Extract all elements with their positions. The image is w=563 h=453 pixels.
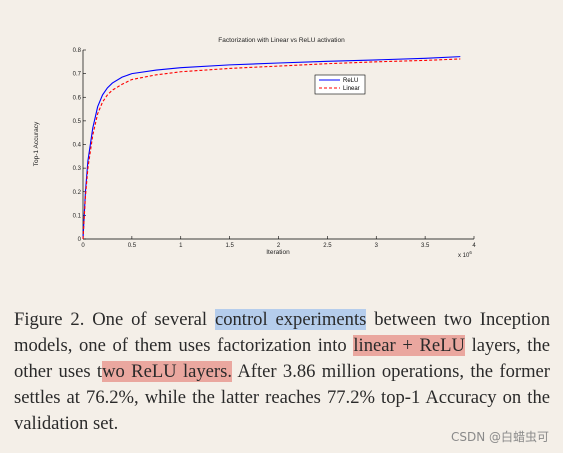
- y-tick-label: 0.4: [73, 143, 82, 149]
- series-layer: [82, 56, 461, 240]
- caption-text-4: After 3.86 million operations, the forme…: [14, 361, 550, 434]
- y-axis-label: Top-1 Accuracy: [33, 121, 40, 166]
- x-axis-multiplier-base: x 10: [458, 253, 470, 259]
- y-tick-label: 0.7: [73, 72, 82, 78]
- caption-text-2: between two Inception models, one of the…: [14, 309, 550, 356]
- y-tick-label: 0: [78, 237, 82, 243]
- figure-caption: Figure 2. One of several control experim…: [14, 307, 550, 437]
- y-tick-label: 0.5: [73, 119, 82, 125]
- y-tick-label: 0.2: [73, 190, 82, 196]
- legend-label-relu: ReLU: [343, 78, 358, 84]
- x-tick-label: 3.5: [421, 243, 430, 249]
- caption-highlight-control-experiments: control experiments: [214, 309, 367, 330]
- y-tick-label: 0.1: [73, 213, 82, 219]
- watermark: CSDN @白蜡虫可: [450, 430, 549, 444]
- caption-text-1: Figure 2. One of several: [14, 309, 215, 330]
- x-axis-multiplier: x 106: [458, 250, 472, 259]
- x-tick-label: 2: [277, 243, 281, 249]
- axes: [82, 50, 474, 240]
- y-tick-label: 0.3: [73, 166, 82, 172]
- series-line-relu: [82, 56, 461, 240]
- x-tick-label: 1.5: [225, 243, 234, 249]
- caption-highlight-linear-relu: linear + ReLU: [353, 335, 465, 356]
- caption-highlight-two-relu: wo ReLU layers.: [102, 361, 233, 382]
- series-line-linear: [82, 58, 461, 240]
- x-tick-label: 0: [81, 243, 85, 249]
- x-axis-label: Iteration: [266, 249, 290, 256]
- y-tick-label: 0.8: [73, 48, 82, 54]
- caption-text-3: layers, the other uses t: [14, 335, 550, 382]
- legend: ReLU Linear: [314, 74, 366, 95]
- x-tick-label: 4: [472, 243, 476, 249]
- x-tick-label: 3: [375, 243, 379, 249]
- figure: Factorization with Linear vs ReLU activa…: [33, 37, 477, 259]
- x-tick-label: 0.5: [128, 243, 137, 249]
- x-tick-label: 2.5: [323, 243, 332, 249]
- tick-marks: 0 0.5 1 1.5 2 2.5 3 3.5 4 0 0.1 0.2 0.3 0.4 0.5 0.6 0.7 0…: [73, 48, 477, 249]
- line-chart: 0 0.5 1 1.5 2 2.5 3 3.5 4 0 0.1 0.2 0.3 0.4 0.5 0.6 0.7 0…: [33, 48, 477, 259]
- chart-title: Factorization with Linear vs ReLU activa…: [218, 37, 345, 44]
- x-tick-label: 1: [179, 243, 183, 249]
- x-axis-multiplier-exp: 6: [469, 250, 472, 255]
- legend-label-linear: Linear: [343, 86, 360, 92]
- y-tick-label: 0.6: [73, 95, 82, 101]
